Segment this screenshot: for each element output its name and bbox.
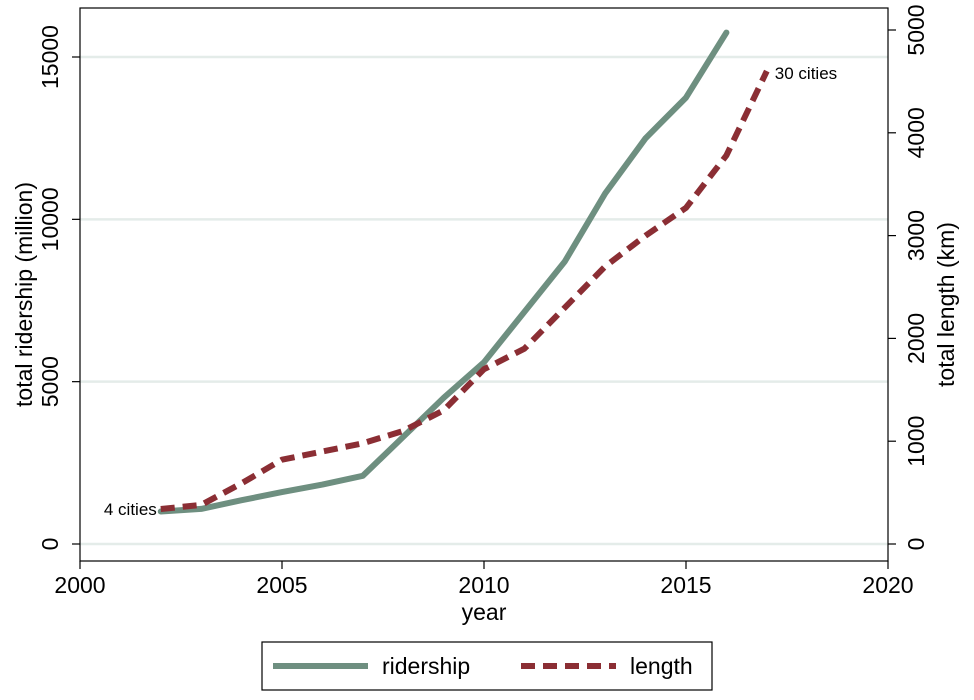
y-right-tick-label: 3000 bbox=[903, 210, 929, 261]
annotation-4-cities: 4 cities bbox=[104, 500, 157, 519]
annotation-30-cities: 30 cities bbox=[775, 64, 837, 83]
x-tick-label: 2000 bbox=[54, 572, 105, 598]
legend-label-ridership: ridership bbox=[382, 653, 470, 679]
y-right-tick-label: 0 bbox=[903, 538, 929, 551]
x-tick-label: 2010 bbox=[458, 572, 509, 598]
series-line-length bbox=[160, 69, 770, 512]
y-axis-right-title: total length (km) bbox=[933, 222, 959, 387]
legend: ridership length bbox=[261, 641, 713, 691]
x-tick-label: 2005 bbox=[256, 572, 307, 598]
legend-label-length: length bbox=[630, 653, 693, 679]
y-left-tick-label: 0 bbox=[37, 538, 63, 551]
series-layer bbox=[157, 29, 770, 515]
x-axis-title: year bbox=[462, 599, 507, 625]
y-left-tick-label: 10000 bbox=[37, 187, 63, 251]
y-left-tick-label: 5000 bbox=[37, 356, 63, 407]
y-right-tick-label: 4000 bbox=[903, 107, 929, 158]
y-right-tick-label: 5000 bbox=[903, 4, 929, 55]
y-right-tick-label: 1000 bbox=[903, 416, 929, 467]
series-line-ridership bbox=[157, 29, 730, 515]
y-right-tick-label: 2000 bbox=[903, 313, 929, 364]
x-tick-label: 2015 bbox=[660, 572, 711, 598]
y-axis-left-title: total ridership (million) bbox=[11, 182, 37, 407]
y-left-tick-label: 15000 bbox=[37, 25, 63, 89]
x-tick-label: 2020 bbox=[862, 572, 913, 598]
gridlines bbox=[80, 55, 888, 546]
axes: 2000 2005 2010 2015 2020 0 5000 10000 15000 0 1000… bbox=[37, 4, 929, 598]
annotations: 4 cities 30 cities bbox=[104, 64, 837, 519]
